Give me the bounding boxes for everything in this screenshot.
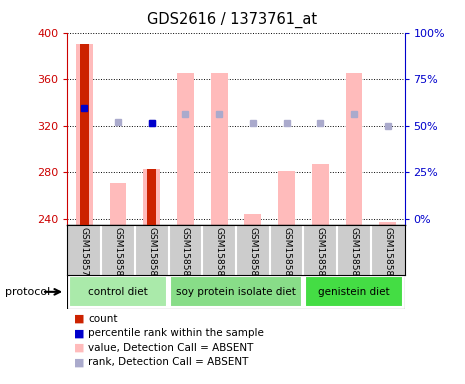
Text: GSM158583: GSM158583 (215, 227, 224, 282)
Text: GSM158586: GSM158586 (316, 227, 325, 282)
Bar (345, 73, 362, 225)
Bar (170, 276, 302, 307)
Bar (278, 171, 295, 225)
Text: GSM158587: GSM158587 (350, 227, 359, 282)
Bar (177, 73, 194, 225)
Text: GSM158580: GSM158580 (113, 227, 122, 282)
Text: GSM158581: GSM158581 (147, 227, 156, 282)
Text: GDS2616 / 1373761_at: GDS2616 / 1373761_at (147, 12, 318, 28)
Text: percentile rank within the sample: percentile rank within the sample (88, 328, 264, 338)
Text: ■: ■ (74, 358, 84, 367)
Text: ■: ■ (74, 343, 84, 353)
Text: soy protein isolate diet: soy protein isolate diet (176, 287, 296, 297)
Text: protocol: protocol (5, 287, 50, 297)
Text: GSM158582: GSM158582 (181, 227, 190, 282)
Bar (211, 73, 227, 225)
Bar (110, 183, 126, 225)
Text: GSM158579: GSM158579 (80, 227, 89, 282)
Bar (143, 169, 160, 225)
Text: rank, Detection Call = ABSENT: rank, Detection Call = ABSENT (88, 358, 249, 367)
Bar (245, 214, 261, 225)
Text: control diet: control diet (88, 287, 148, 297)
Bar (76, 44, 93, 225)
Text: count: count (88, 314, 118, 324)
Bar (312, 164, 329, 225)
Bar (69, 276, 167, 307)
Bar (80, 44, 89, 225)
Text: ■: ■ (74, 328, 84, 338)
Text: value, Detection Call = ABSENT: value, Detection Call = ABSENT (88, 343, 254, 353)
Bar (305, 276, 403, 307)
Text: ■: ■ (74, 314, 84, 324)
Text: genistein diet: genistein diet (318, 287, 390, 297)
Bar (147, 169, 156, 225)
Bar (379, 222, 396, 225)
Text: GSM158584: GSM158584 (248, 227, 257, 282)
Text: GSM158588: GSM158588 (383, 227, 392, 282)
Text: GSM158585: GSM158585 (282, 227, 291, 282)
